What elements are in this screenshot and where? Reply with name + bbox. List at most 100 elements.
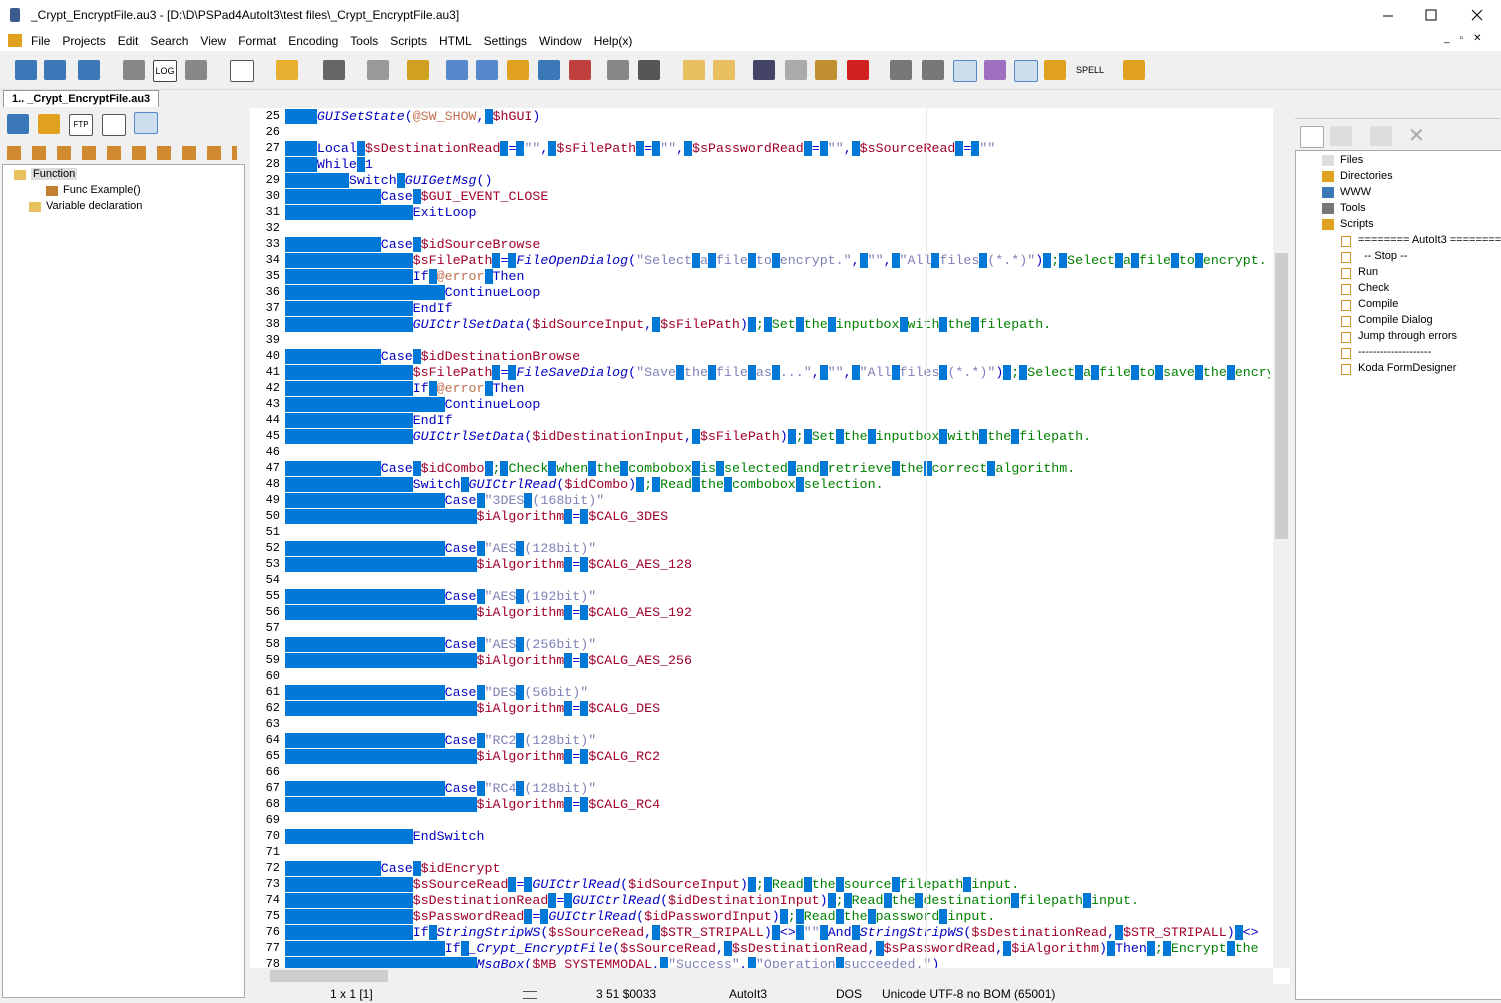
code-line[interactable]: ContinueLoop bbox=[285, 397, 540, 413]
tree-item[interactable]: ======== AutoIt3 ======== bbox=[1358, 234, 1501, 246]
menu-item[interactable]: File bbox=[31, 34, 51, 48]
tool-icon[interactable] bbox=[953, 60, 977, 82]
panel-tools[interactable] bbox=[7, 146, 237, 160]
code-line[interactable]: $iAlgorithm = $CALG_AES_128 bbox=[285, 557, 692, 573]
tree-item[interactable]: -- Stop -- bbox=[1364, 250, 1408, 262]
tool-icon[interactable] bbox=[847, 60, 869, 80]
code-line[interactable]: $sSourceRead = GUICtrlRead($idSourceInpu… bbox=[285, 877, 1019, 893]
tool-icon[interactable] bbox=[1044, 60, 1066, 80]
menu-item[interactable]: Window bbox=[539, 34, 582, 48]
tool-icon[interactable] bbox=[638, 60, 660, 80]
code-line[interactable]: GUICtrlSetData($idSourceInput, $sFilePat… bbox=[285, 317, 1051, 333]
code-line[interactable]: While 1 bbox=[285, 157, 373, 173]
file-tab[interactable]: 1.. _Crypt_EncryptFile.au3 bbox=[3, 90, 160, 107]
code-line[interactable]: $iAlgorithm = $CALG_AES_192 bbox=[285, 605, 692, 621]
code-line[interactable]: $iAlgorithm = $CALG_RC2 bbox=[285, 749, 660, 765]
panel-icon[interactable] bbox=[1330, 126, 1352, 146]
code-line[interactable]: If StringStripWS($sSourceRead, $STR_STRI… bbox=[285, 925, 1259, 941]
tool-icon[interactable] bbox=[984, 60, 1006, 80]
tree-item[interactable]: Run bbox=[1358, 266, 1379, 278]
panel-icon[interactable] bbox=[38, 114, 60, 134]
ftp-icon[interactable]: FTP bbox=[69, 114, 93, 136]
tool-icon[interactable] bbox=[446, 60, 468, 80]
code-line[interactable]: $iAlgorithm = $CALG_DES bbox=[285, 701, 660, 717]
code-line[interactable]: EndIf bbox=[285, 301, 453, 317]
code-line[interactable]: Case $GUI_EVENT_CLOSE bbox=[285, 189, 548, 205]
panel-icon[interactable] bbox=[1300, 126, 1324, 148]
code-line[interactable]: $iAlgorithm = $CALG_RC4 bbox=[285, 797, 660, 813]
menu-item[interactable]: Help(x) bbox=[593, 34, 633, 48]
code-line[interactable]: Case "DES (56bit)" bbox=[285, 685, 588, 701]
menu-item[interactable]: View bbox=[200, 34, 227, 48]
mdi-buttons[interactable]: _▫✕ bbox=[1444, 33, 1492, 44]
close[interactable] bbox=[1471, 9, 1483, 21]
editor[interactable]: GUISetState(@SW_SHOW, $hGUI) Local $sDes… bbox=[250, 108, 1290, 984]
panel-icon[interactable] bbox=[134, 112, 158, 134]
code-line[interactable]: Case $idEncrypt bbox=[285, 861, 500, 877]
code-line[interactable]: Case "AES (192bit)" bbox=[285, 589, 596, 605]
code-line[interactable]: Local $sDestinationRead = "", $sFilePath… bbox=[285, 141, 995, 157]
tool-icon[interactable] bbox=[1123, 60, 1145, 80]
code-line[interactable]: MsgBox($MB_SYSTEMMODAL, "Success", "Oper… bbox=[285, 957, 939, 968]
code-line[interactable]: Case "RC2 (128bit)" bbox=[285, 733, 596, 749]
menu-item[interactable]: Format bbox=[238, 34, 277, 48]
tree-item[interactable]: Function bbox=[31, 168, 78, 180]
spell-icon[interactable]: SPELL bbox=[1076, 65, 1105, 75]
menu-item[interactable]: Search bbox=[150, 34, 189, 48]
tool-icon[interactable] bbox=[785, 60, 807, 80]
tree-item[interactable]: WWW bbox=[1340, 186, 1372, 198]
code-line[interactable]: $iAlgorithm = $CALG_3DES bbox=[285, 509, 668, 525]
v-thumb[interactable] bbox=[1275, 253, 1288, 539]
tree-item[interactable]: Compile Dialog bbox=[1358, 314, 1433, 326]
menu-item[interactable]: Projects bbox=[62, 34, 106, 48]
tool-icon[interactable] bbox=[922, 60, 944, 80]
tool-icon[interactable] bbox=[123, 60, 145, 80]
panel-close-icon[interactable]: ✕ bbox=[1408, 125, 1425, 147]
code-line[interactable]: EndIf bbox=[285, 413, 453, 429]
menu-item[interactable]: Scripts bbox=[390, 34, 427, 48]
tool-icon[interactable] bbox=[538, 60, 560, 80]
tree-item[interactable]: Files bbox=[1340, 154, 1364, 166]
log-icon[interactable]: LOG bbox=[153, 60, 177, 82]
panel-icon[interactable] bbox=[7, 114, 29, 134]
tool-icon[interactable] bbox=[230, 60, 254, 82]
code-line[interactable]: ContinueLoop bbox=[285, 285, 540, 301]
code-line[interactable]: EndSwitch bbox=[285, 829, 485, 845]
menu-item[interactable]: HTML bbox=[438, 34, 472, 48]
code-line[interactable]: Case "3DES (168bit)" bbox=[285, 493, 604, 509]
tree-item[interactable]: Compile bbox=[1358, 298, 1399, 310]
code-line[interactable]: Case $idSourceBrowse bbox=[285, 237, 540, 253]
tree-item[interactable]: Variable declaration bbox=[46, 200, 143, 212]
menu-item[interactable]: Tools bbox=[350, 34, 379, 48]
tree-item[interactable]: Jump through errors bbox=[1358, 330, 1458, 342]
code-line[interactable]: Switch GUICtrlRead($idCombo) ; Read the … bbox=[285, 477, 884, 493]
code-line[interactable]: $sFilePath = FileOpenDialog("Select a fi… bbox=[285, 253, 1267, 269]
tree-item[interactable]: -------------------- bbox=[1358, 346, 1432, 358]
code-line[interactable]: If @error Then bbox=[285, 381, 524, 397]
code-line[interactable]: Case "AES (256bit)" bbox=[285, 637, 596, 653]
code-line[interactable]: Case $idDestinationBrowse bbox=[285, 349, 580, 365]
tool-icon[interactable] bbox=[15, 60, 37, 80]
tool-icon[interactable] bbox=[569, 60, 591, 80]
code-line[interactable]: Case "AES (128bit)" bbox=[285, 541, 596, 557]
tool-icon[interactable] bbox=[323, 60, 345, 80]
code-line[interactable]: $iAlgorithm = $CALG_AES_256 bbox=[285, 653, 692, 669]
tool-icon[interactable] bbox=[276, 60, 298, 80]
tool-icon[interactable] bbox=[890, 60, 912, 80]
tree-item[interactable]: Scripts bbox=[1340, 218, 1374, 230]
tool-icon[interactable] bbox=[78, 60, 100, 80]
tree-item[interactable]: Check bbox=[1358, 282, 1390, 294]
menu-item[interactable]: Encoding bbox=[288, 34, 339, 48]
tree-item[interactable]: Directories bbox=[1340, 170, 1393, 182]
panel-icon[interactable] bbox=[1370, 126, 1392, 146]
code-line[interactable]: $sFilePath = FileSaveDialog("Save the fi… bbox=[285, 365, 1270, 381]
tool-icon[interactable] bbox=[815, 60, 837, 80]
h-thumb[interactable] bbox=[270, 970, 388, 982]
code-line[interactable]: Case "RC4 (128bit)" bbox=[285, 781, 596, 797]
tree-item[interactable]: Koda FormDesigner bbox=[1358, 362, 1457, 374]
maximize[interactable] bbox=[1425, 9, 1437, 21]
code-line[interactable]: GUICtrlSetData($idDestinationInput, $sFi… bbox=[285, 429, 1091, 445]
code-area[interactable]: GUISetState(@SW_SHOW, $hGUI) Local $sDes… bbox=[285, 108, 1270, 968]
tool-icon[interactable] bbox=[44, 60, 66, 80]
tool-icon[interactable] bbox=[185, 60, 207, 80]
